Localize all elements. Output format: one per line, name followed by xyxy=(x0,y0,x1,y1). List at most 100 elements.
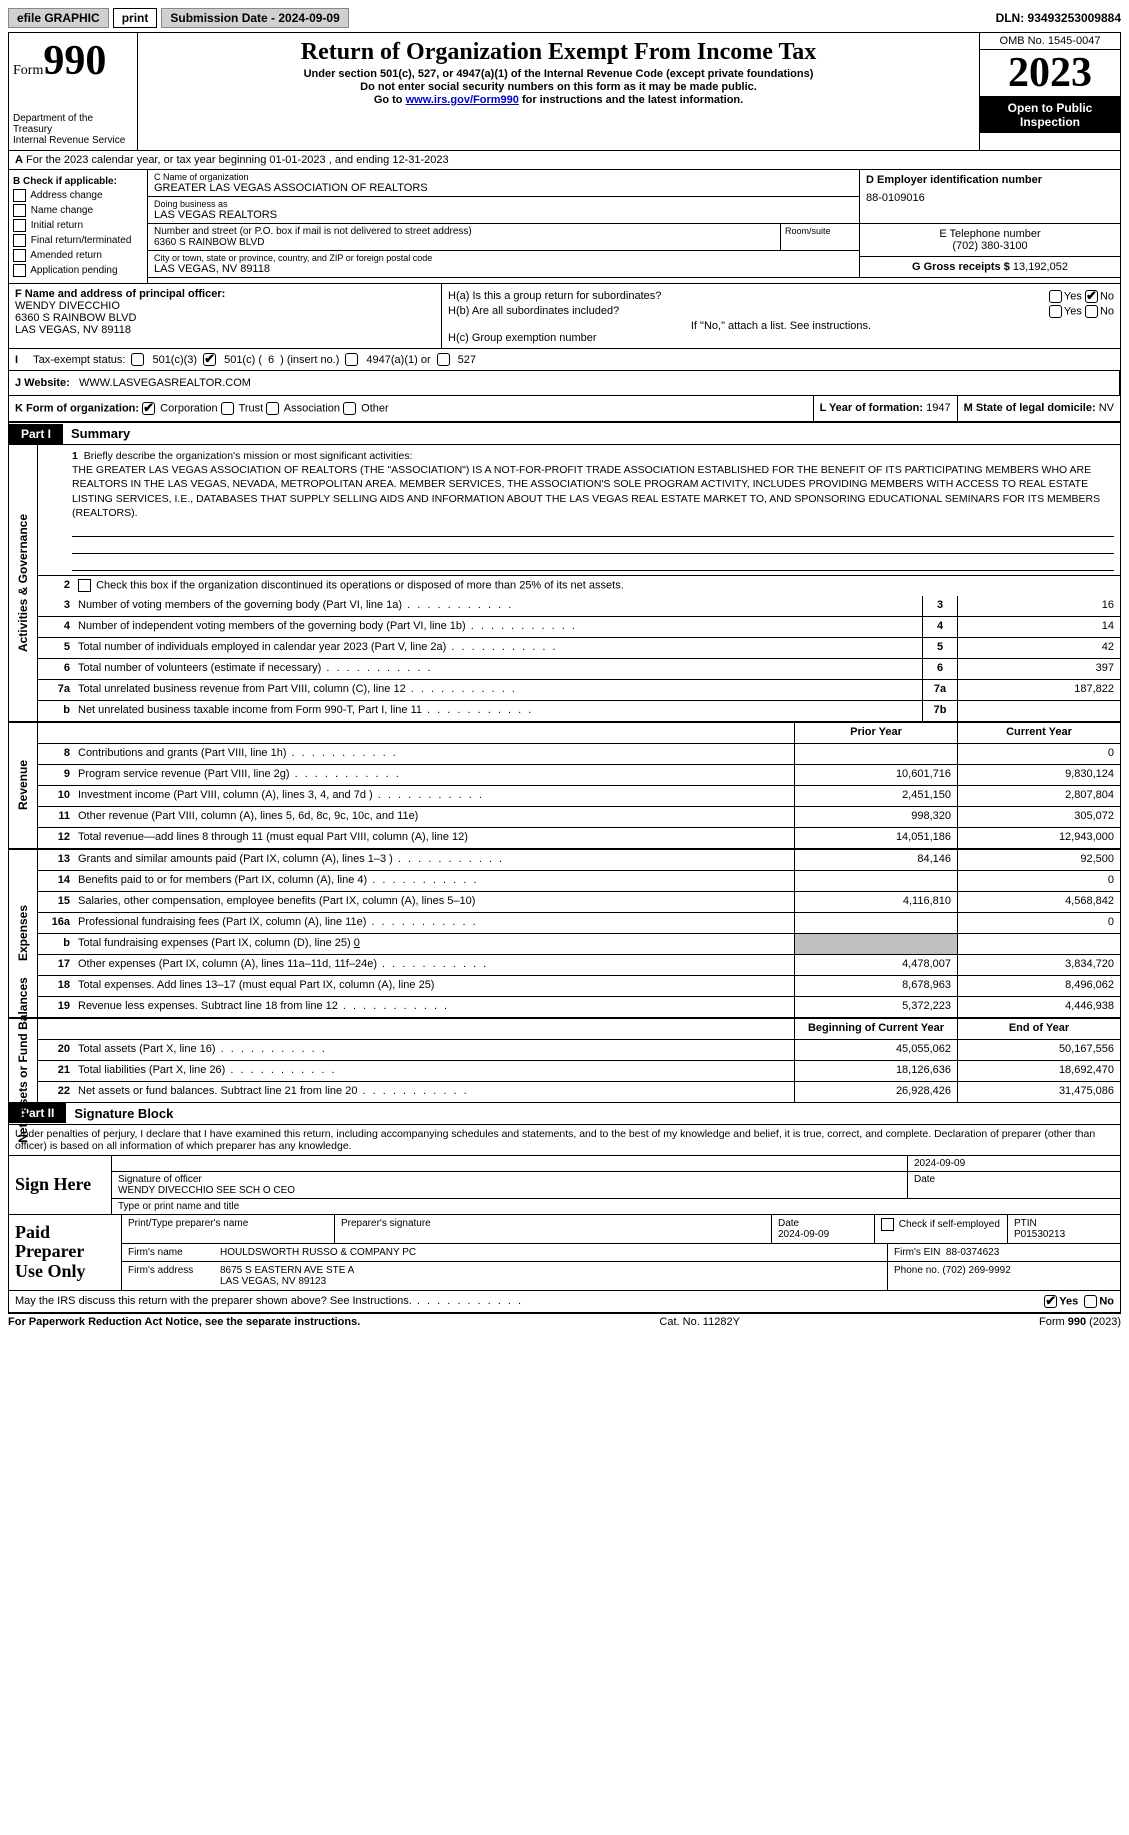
cb-initial-return[interactable] xyxy=(13,219,26,232)
p17: 4,478,007 xyxy=(794,955,957,975)
opt-name-change: Name change xyxy=(31,205,93,216)
sig-date-top: 2024-09-09 xyxy=(907,1156,1120,1171)
form-number-cell: Form990 Department of the Treasury Inter… xyxy=(9,33,138,150)
row-a-text: For the 2023 calendar year, or tax year … xyxy=(26,154,449,166)
v4: 14 xyxy=(957,617,1120,637)
p9: 10,601,716 xyxy=(794,765,957,785)
p16b-gray xyxy=(794,934,957,954)
room-label: Room/suite xyxy=(781,224,859,250)
p11: 998,320 xyxy=(794,807,957,827)
cb-ha-yes[interactable] xyxy=(1049,290,1062,303)
year-formation: 1947 xyxy=(926,402,950,414)
cb-trust[interactable] xyxy=(221,402,234,415)
l2-text: Check this box if the organization disco… xyxy=(96,579,624,591)
cb-discuss-no[interactable] xyxy=(1084,1295,1097,1308)
c18: 8,496,062 xyxy=(957,976,1120,996)
l16b-pre: Total fundraising expenses (Part IX, col… xyxy=(78,937,354,949)
prep-date-label: Date xyxy=(778,1218,799,1229)
subtitle-2: Do not enter social security numbers on … xyxy=(142,81,975,93)
cb-discuss-yes[interactable] xyxy=(1044,1295,1057,1308)
cb-501c[interactable] xyxy=(203,353,216,366)
v5: 42 xyxy=(957,638,1120,658)
firm-addr-label: Firm's address xyxy=(122,1262,214,1290)
open-public: Open to Public Inspection xyxy=(980,97,1120,133)
l16b-val: 0 xyxy=(354,937,360,949)
cb-name-change[interactable] xyxy=(13,204,26,217)
section-b: B Check if applicable: Address change Na… xyxy=(9,170,148,283)
officer-addr1: 6360 S RAINBOW BLVD xyxy=(15,312,435,324)
c13: 92,500 xyxy=(957,850,1120,870)
gross-label: G Gross receipts $ xyxy=(912,261,1010,273)
p21: 18,126,636 xyxy=(794,1061,957,1081)
p10: 2,451,150 xyxy=(794,786,957,806)
v6: 397 xyxy=(957,659,1120,679)
phone-label: E Telephone number xyxy=(866,228,1114,240)
l6-text: Total number of volunteers (estimate if … xyxy=(74,659,922,679)
opt-501c3: 501(c)(3) xyxy=(152,354,197,366)
c14: 0 xyxy=(957,871,1120,891)
cb-527[interactable] xyxy=(437,353,450,366)
l21: Total liabilities (Part X, line 26) xyxy=(74,1061,794,1081)
phone-value: (702) 380-3100 xyxy=(866,240,1114,252)
section-b-label: B Check if applicable: xyxy=(13,176,117,187)
firm-ein-label: Firm's EIN xyxy=(894,1247,940,1258)
prep-name-label: Print/Type preparer's name xyxy=(122,1215,334,1243)
officer-addr2: LAS VEGAS, NV 89118 xyxy=(15,324,435,336)
cb-l2[interactable] xyxy=(78,579,91,592)
l17: Other expenses (Part IX, column (A), lin… xyxy=(74,955,794,975)
side-activities: Activities & Governance xyxy=(9,445,38,721)
cb-app-pending[interactable] xyxy=(13,264,26,277)
irs-link[interactable]: www.irs.gov/Form990 xyxy=(406,94,519,106)
opt-501c-pre: 501(c) ( xyxy=(224,354,262,366)
opt-trust: Trust xyxy=(239,402,264,414)
opt-address-change: Address change xyxy=(30,190,102,201)
eoy-hdr: End of Year xyxy=(957,1019,1120,1039)
l11: Other revenue (Part VIII, column (A), li… xyxy=(74,807,794,827)
v7b xyxy=(957,701,1120,721)
irs-label: Internal Revenue Service xyxy=(13,135,133,146)
cb-hb-yes[interactable] xyxy=(1049,305,1062,318)
l12: Total revenue—add lines 8 through 11 (mu… xyxy=(74,828,794,848)
org-name: GREATER LAS VEGAS ASSOCIATION OF REALTOR… xyxy=(154,182,853,194)
footer-pra: For Paperwork Reduction Act Notice, see … xyxy=(8,1316,360,1328)
c9: 9,830,124 xyxy=(957,765,1120,785)
l5-text: Total number of individuals employed in … xyxy=(74,638,922,658)
omb-number: OMB No. 1545-0047 xyxy=(980,33,1120,50)
curr-hdr: Current Year xyxy=(957,723,1120,743)
section-h: H(a) Is this a group return for subordin… xyxy=(442,284,1120,348)
cb-amended[interactable] xyxy=(13,249,26,262)
p13: 84,146 xyxy=(794,850,957,870)
addr-label: Number and street (or P.O. box if mail i… xyxy=(154,226,774,237)
l16a: Professional fundraising fees (Part IX, … xyxy=(74,913,794,933)
p15: 4,116,810 xyxy=(794,892,957,912)
dba-name: LAS VEGAS REALTORS xyxy=(154,209,853,221)
opt-app-pending: Application pending xyxy=(30,265,117,276)
cb-address-change[interactable] xyxy=(13,189,26,202)
cb-assoc[interactable] xyxy=(266,402,279,415)
p16a xyxy=(794,913,957,933)
print-button[interactable]: print xyxy=(113,8,158,28)
cb-final-return[interactable] xyxy=(13,234,26,247)
cb-other[interactable] xyxy=(343,402,356,415)
cb-self-employed[interactable] xyxy=(881,1218,894,1231)
sign-here: Sign Here xyxy=(9,1156,112,1214)
opt-final-return: Final return/terminated xyxy=(31,235,132,246)
cb-corp[interactable] xyxy=(142,402,155,415)
city-value: LAS VEGAS, NV 89118 xyxy=(154,263,853,275)
cb-501c3[interactable] xyxy=(131,353,144,366)
cb-4947[interactable] xyxy=(345,353,358,366)
addr-value: 6360 S RAINBOW BLVD xyxy=(154,237,774,248)
prior-hdr: Prior Year xyxy=(794,723,957,743)
cb-ha-no[interactable] xyxy=(1085,290,1098,303)
state-domicile: NV xyxy=(1099,402,1114,414)
discuss-yes: Yes xyxy=(1059,1295,1078,1307)
l3-text: Number of voting members of the governin… xyxy=(74,596,922,616)
row-a-tax-year: A For the 2023 calendar year, or tax yea… xyxy=(9,151,1120,170)
ptin-label: PTIN xyxy=(1014,1218,1037,1229)
cb-hb-no[interactable] xyxy=(1085,305,1098,318)
website-url: WWW.LASVEGASREALTOR.COM xyxy=(79,377,251,389)
p22: 26,928,426 xyxy=(794,1082,957,1102)
c21: 18,692,470 xyxy=(957,1061,1120,1081)
dln: DLN: 93493253009884 xyxy=(996,11,1121,25)
f-label: F Name and address of principal officer: xyxy=(15,288,225,300)
